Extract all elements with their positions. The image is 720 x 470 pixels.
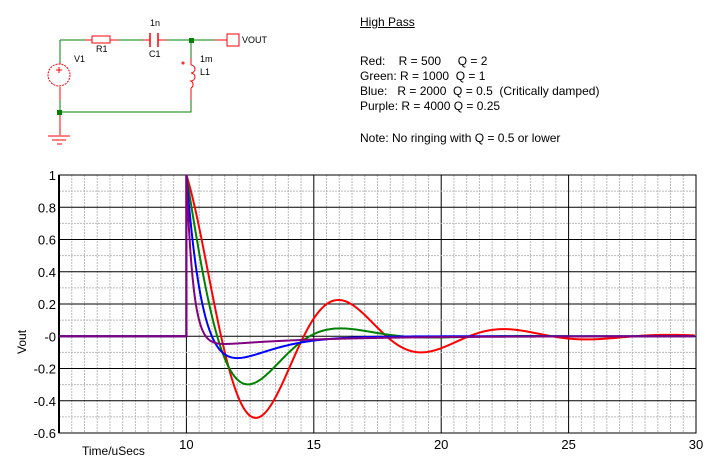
resistor-r1-symbol[interactable] <box>91 35 111 44</box>
v1-label: V1 <box>74 54 85 64</box>
wire-stubs <box>59 39 227 135</box>
node-dot <box>189 38 194 43</box>
y-tick-label: -0 <box>44 329 56 344</box>
y-tick-label: 0.8 <box>38 200 56 215</box>
y-tick-label: -0.4 <box>34 394 56 409</box>
x-tick-label: 10 <box>179 437 193 452</box>
plus-icon <box>56 67 62 73</box>
l1-label: L1 <box>200 67 210 77</box>
polarity-dot <box>181 61 185 65</box>
y-tick-label: 0.4 <box>38 265 56 280</box>
vout-terminal[interactable] <box>226 33 240 47</box>
y-tick-label: -0.2 <box>34 362 56 377</box>
wire <box>59 39 215 113</box>
capacitor-c1-symbol[interactable] <box>149 33 159 47</box>
series-line-Q2 <box>59 174 695 419</box>
series-line-Q1 <box>59 174 695 386</box>
y-tick-label: 0.6 <box>38 233 56 248</box>
voltage-source-v1-symbol[interactable] <box>47 63 71 87</box>
annotation-line-green: Green: R = 1000 Q = 1 <box>360 69 486 83</box>
annotation-title: High Pass <box>360 15 415 29</box>
c1-label: C1 <box>149 49 161 59</box>
y-tick-label: -0.6 <box>34 426 56 441</box>
vout-label: VOUT <box>242 35 268 45</box>
annotation-line-purple: Purple: R = 4000 Q = 0.25 <box>360 99 501 113</box>
ground-icon <box>48 135 70 145</box>
inductor-l1-symbol[interactable] <box>189 64 196 89</box>
l1-value: 1m <box>200 54 213 64</box>
annotation-line-red: Red: R = 500 Q = 2 <box>360 54 488 68</box>
r1-label: R1 <box>96 44 108 54</box>
series-line-Q0.5 <box>59 174 695 360</box>
node-dot <box>57 110 62 115</box>
y-axis-label: Vout <box>15 329 29 354</box>
annotation-line-blue: Blue: R = 2000 Q = 0.5 (Critically dampe… <box>360 84 600 98</box>
x-tick-label: 25 <box>561 437 575 452</box>
annotation-note: Note: No ringing with Q = 0.5 or lower <box>360 131 561 145</box>
x-tick-label: 20 <box>434 437 448 452</box>
x-axis-label: Time/uSecs <box>82 444 145 458</box>
circuit-schematic: R1 1n C1 V1 1m L1 VOUT <box>47 18 268 145</box>
x-tick-label: 30 <box>689 437 703 452</box>
series-line-Q0.25 <box>59 174 695 345</box>
y-tick-label: 1 <box>49 168 56 183</box>
x-tick-label: 15 <box>307 437 321 452</box>
c1-value: 1n <box>150 18 160 28</box>
y-tick-label: 0.2 <box>38 297 56 312</box>
